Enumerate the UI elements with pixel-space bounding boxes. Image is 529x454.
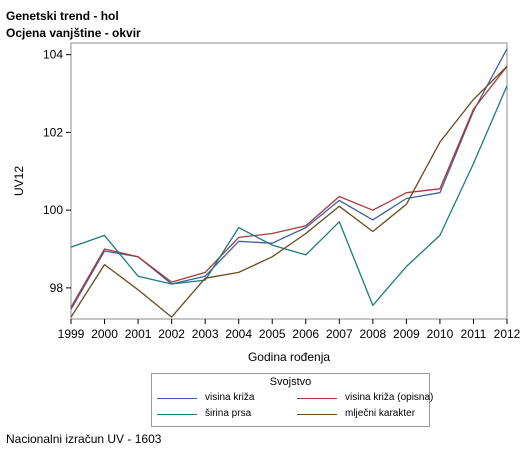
x-tick-label: 2003 bbox=[192, 327, 219, 341]
y-tick-label: 102 bbox=[43, 125, 63, 139]
series-line-4 bbox=[70, 65, 508, 318]
y-axis-label: UV12 bbox=[12, 166, 26, 196]
series-line-2 bbox=[70, 65, 508, 308]
legend-swatch bbox=[297, 398, 337, 399]
series-line-3 bbox=[70, 85, 508, 307]
x-tick-label: 1999 bbox=[58, 327, 85, 341]
chart-subtitle: Ocjena vanjštine - okvir bbox=[6, 26, 141, 40]
x-tick-label: 2006 bbox=[292, 327, 319, 341]
x-tick-label: 2008 bbox=[359, 327, 386, 341]
y-tick-label: 104 bbox=[43, 48, 63, 62]
legend-label: širina prsa bbox=[205, 408, 252, 419]
legend: Svojstvo visina križa visina križa (opisn… bbox=[151, 373, 434, 427]
x-tick-label: 2001 bbox=[125, 327, 152, 341]
legend-title: Svojstvo bbox=[269, 376, 312, 388]
legend-swatch bbox=[157, 398, 197, 399]
x-tick-label: 2007 bbox=[326, 327, 353, 341]
y-tick-label: 100 bbox=[43, 203, 63, 217]
x-tick-label: 2011 bbox=[461, 327, 487, 341]
legend-swatch bbox=[297, 414, 337, 415]
x-tick-label: 2000 bbox=[91, 327, 118, 341]
x-axis-label: Godina rođenja bbox=[248, 350, 330, 364]
legend-label: visina križa bbox=[205, 392, 255, 403]
x-tick-label: 2004 bbox=[225, 327, 252, 341]
chart-title: Genetski trend - hol bbox=[6, 9, 119, 23]
x-tick-label: 2012 bbox=[494, 327, 521, 341]
y-tick-label: 98 bbox=[50, 281, 64, 295]
x-tick-label: 2010 bbox=[427, 327, 454, 341]
legend-label: visina križa (opisna) bbox=[345, 392, 434, 403]
legend-swatch bbox=[157, 414, 197, 415]
x-tick-label: 2009 bbox=[393, 327, 420, 341]
footnote: Nacionalni izračun UV - 1603 bbox=[6, 432, 162, 446]
plot-frame bbox=[70, 42, 508, 320]
series-line-1 bbox=[70, 48, 508, 310]
x-tick-label: 2002 bbox=[158, 327, 185, 341]
x-tick-label: 2005 bbox=[259, 327, 286, 341]
legend-label: mlječni karakter bbox=[345, 408, 416, 419]
